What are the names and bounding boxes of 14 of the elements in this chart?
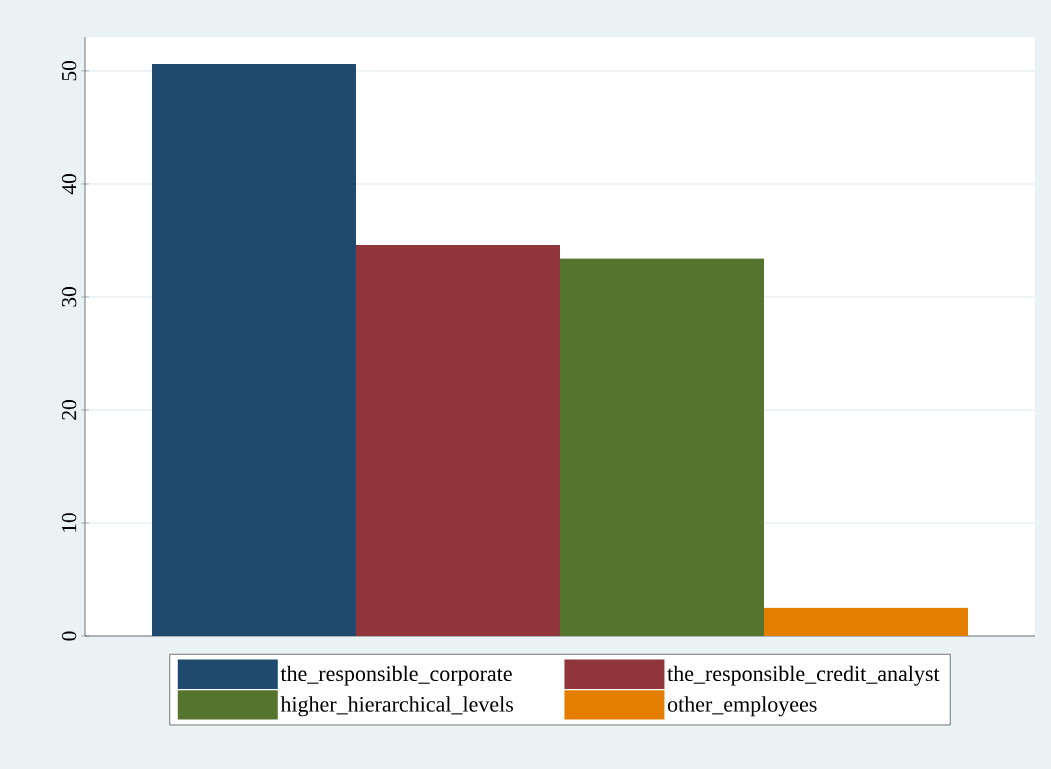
y-tick-label: 20 <box>61 400 77 420</box>
y-tick-label: 50 <box>61 61 77 81</box>
bar <box>151 64 356 636</box>
legend-label: other_employees <box>667 696 817 717</box>
legend-label: higher_hierarchical_levels <box>280 696 514 717</box>
legend-label: the_responsible_corporate <box>280 665 512 686</box>
y-tick-label: 0 <box>61 631 77 641</box>
y-tick-label: 40 <box>61 174 77 195</box>
y-tick-label: 10 <box>61 513 77 532</box>
bar <box>560 258 765 636</box>
legend-label: the_responsible_credit_analyst <box>667 665 940 686</box>
bar <box>764 607 969 636</box>
y-tick-label: 30 <box>61 287 77 307</box>
bar <box>355 244 561 636</box>
